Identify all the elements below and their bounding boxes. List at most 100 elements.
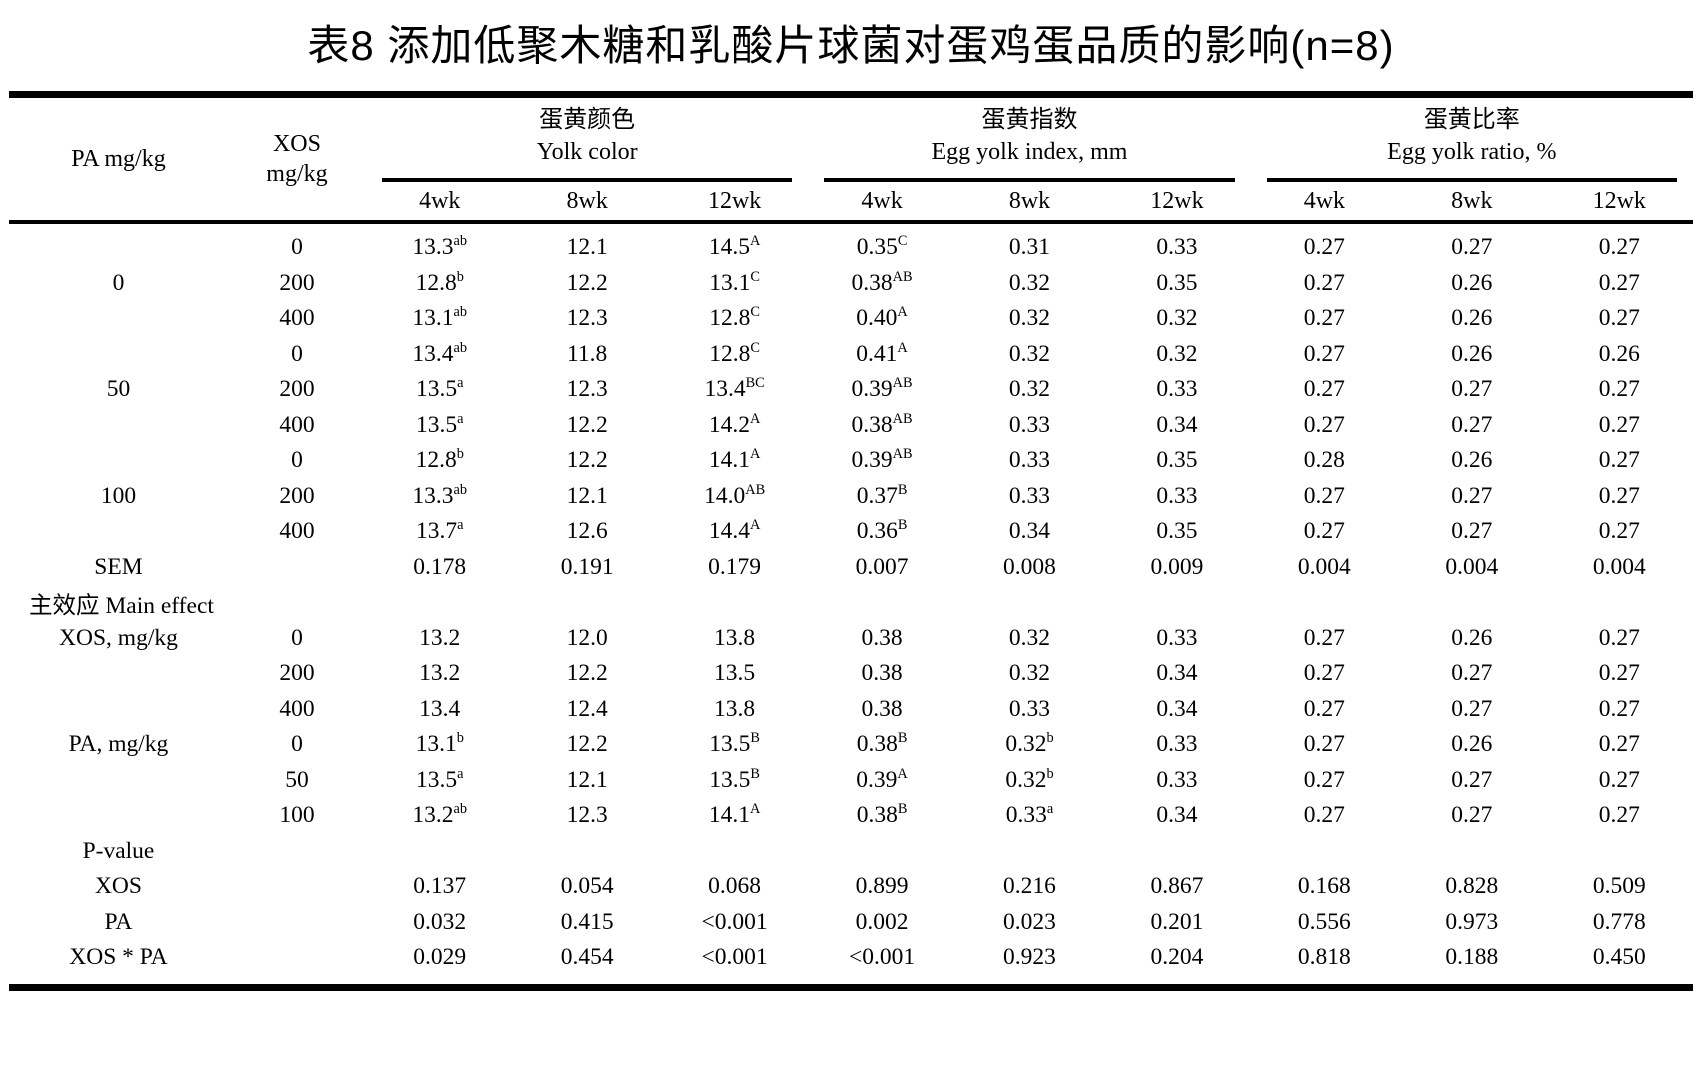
value-cell: 0.27	[1303, 731, 1345, 758]
group-header-yolk-color: 蛋黄颜色 Yolk color	[366, 95, 808, 182]
value-cell: 0.27	[1598, 518, 1640, 545]
significance-superscript: ab	[453, 481, 468, 498]
row-label-cell	[9, 443, 228, 479]
value-cell	[1103, 585, 1250, 621]
section-label-row: 主效应 Main effect	[9, 585, 1693, 621]
value-cell: 0.188	[1445, 944, 1499, 971]
value-cell: 0.27	[1451, 482, 1493, 509]
row-label-cell: SEM	[94, 553, 143, 580]
value-cell: 0.27	[1303, 802, 1345, 829]
value-cell: 0.054	[560, 873, 614, 900]
value-cell: 13.5	[714, 660, 756, 687]
value-cell: 14.5A	[708, 233, 761, 261]
value-cell: 12.8b	[415, 446, 464, 474]
xos-level-cell: 0	[291, 447, 303, 474]
table-row: XOS 0.137 0.054 0.068 0.899 0.216 0.867 0.168 0.…	[9, 869, 1693, 905]
value-cell: 12.3	[566, 305, 608, 332]
table-row: XOS, mg/kg 0 13.2 12.0 13.8 0.38 0.32 0.33 0.27 0…	[9, 621, 1693, 657]
value-cell: 13.5B	[709, 730, 760, 758]
value-cell: 0.33	[1156, 624, 1198, 651]
value-cell: 12.2	[566, 731, 608, 758]
value-cell	[1546, 834, 1693, 870]
value-cell	[513, 585, 660, 621]
row-label-cell	[9, 514, 228, 550]
significance-superscript: A	[749, 446, 761, 463]
xos-level-cell	[228, 905, 366, 941]
week-header-row: 4wk 8wk 12wk 4wk 8wk 12wk 4wk 8wk 12wk	[9, 182, 1693, 224]
table-row: 0 13.3ab 12.1 14.5A 0.35C 0.31 0.33 0.27 0.27 0.2…	[9, 222, 1693, 266]
value-cell: 0.828	[1445, 873, 1499, 900]
value-cell: 0.007	[855, 553, 909, 580]
value-cell: 0.32b	[1005, 730, 1054, 758]
value-cell: 0.867	[1150, 873, 1204, 900]
value-cell: 13.4	[419, 695, 461, 722]
value-cell: 0.35	[1156, 447, 1198, 474]
value-cell: 0.27	[1598, 447, 1640, 474]
group-yolk-ratio-zh: 蛋黄比率	[1423, 107, 1520, 133]
value-cell: 0.32	[1008, 376, 1051, 403]
value-cell: 0.27	[1451, 766, 1493, 793]
value-cell: 0.35	[1156, 269, 1198, 296]
value-cell: 0.178	[413, 553, 467, 580]
significance-superscript: A	[749, 517, 761, 534]
value-cell: 13.1C	[709, 268, 760, 296]
value-cell: 0.168	[1297, 873, 1351, 900]
value-cell: 0.26	[1598, 340, 1640, 367]
value-cell	[661, 834, 808, 870]
value-cell: 0.27	[1598, 269, 1640, 296]
value-cell: 0.32	[1156, 340, 1198, 367]
pa-column-header: PA mg/kg	[9, 94, 228, 224]
value-cell: 0.778	[1592, 908, 1646, 935]
value-cell: 0.40A	[856, 304, 908, 332]
value-cell: 13.2	[419, 624, 461, 651]
value-cell: 13.1ab	[412, 304, 468, 332]
significance-superscript: b	[1046, 730, 1054, 747]
value-cell: 13.1b	[415, 730, 464, 758]
value-cell	[956, 585, 1103, 621]
value-cell: 0.27	[1598, 305, 1640, 332]
value-cell: 12.2	[566, 411, 608, 438]
significance-superscript: a	[457, 410, 464, 427]
significance-superscript: AB	[892, 268, 913, 285]
value-cell: 0.27	[1598, 802, 1640, 829]
value-cell: 0.32	[1008, 340, 1051, 367]
value-cell: 0.27	[1303, 660, 1345, 687]
significance-superscript: b	[456, 446, 464, 463]
value-cell: 0.33	[1156, 482, 1198, 509]
xos-header-line1: XOS	[272, 131, 321, 157]
value-cell: 0.32b	[1005, 765, 1054, 793]
row-label-cell: 100	[100, 482, 137, 509]
value-cell: 0.34	[1156, 802, 1198, 829]
value-cell: 0.204	[1150, 944, 1204, 971]
value-cell: 0.27	[1451, 376, 1493, 403]
data-table: PA mg/kg XOS mg/kg 蛋黄颜色 Yolk color 蛋黄指数	[9, 91, 1693, 991]
value-cell: 0.029	[413, 944, 467, 971]
table-row: 0 13.4ab 11.8 12.8C 0.41A 0.32 0.32 0.27 0.26 0.2…	[9, 337, 1693, 373]
xos-header-line2: mg/kg	[266, 161, 328, 187]
value-cell	[661, 585, 808, 621]
value-cell: 0.38B	[856, 730, 908, 758]
value-cell: 0.32	[1008, 624, 1051, 651]
value-cell: 0.27	[1303, 482, 1345, 509]
row-label-cell	[9, 301, 228, 337]
group-yolk-index-en: Egg yolk index, mm	[931, 139, 1128, 165]
group-header-row: PA mg/kg XOS mg/kg 蛋黄颜色 Yolk color 蛋黄指数	[9, 94, 1693, 224]
value-cell: 0.39AB	[851, 375, 913, 403]
table-row: 400 13.4 12.4 13.8 0.38 0.33 0.34 0.27 0.27 0.27	[9, 692, 1693, 728]
value-cell: 0.36B	[856, 517, 908, 545]
value-cell: 0.33	[1008, 411, 1051, 438]
value-cell: 0.35C	[856, 233, 908, 261]
value-cell	[366, 585, 513, 621]
row-label-cell: XOS	[94, 873, 142, 900]
value-cell	[513, 834, 660, 870]
value-cell: 0.34	[1156, 695, 1198, 722]
row-label-cell: XOS, mg/kg	[59, 624, 178, 651]
value-cell: 0.28	[1303, 447, 1345, 474]
significance-superscript: C	[750, 268, 760, 285]
table-row: PA 0.032 0.415 <0.001 0.002 0.023 0.201 0.556 0.…	[9, 905, 1693, 941]
value-cell: 0.38B	[856, 801, 908, 829]
value-cell: 12.1	[566, 766, 608, 793]
value-cell: 0.33	[1008, 482, 1051, 509]
week-header-yc-12wk: 12wk	[660, 182, 809, 224]
table-row: 200 13.2 12.2 13.5 0.38 0.32 0.34 0.27 0.27 0.27	[9, 656, 1693, 692]
